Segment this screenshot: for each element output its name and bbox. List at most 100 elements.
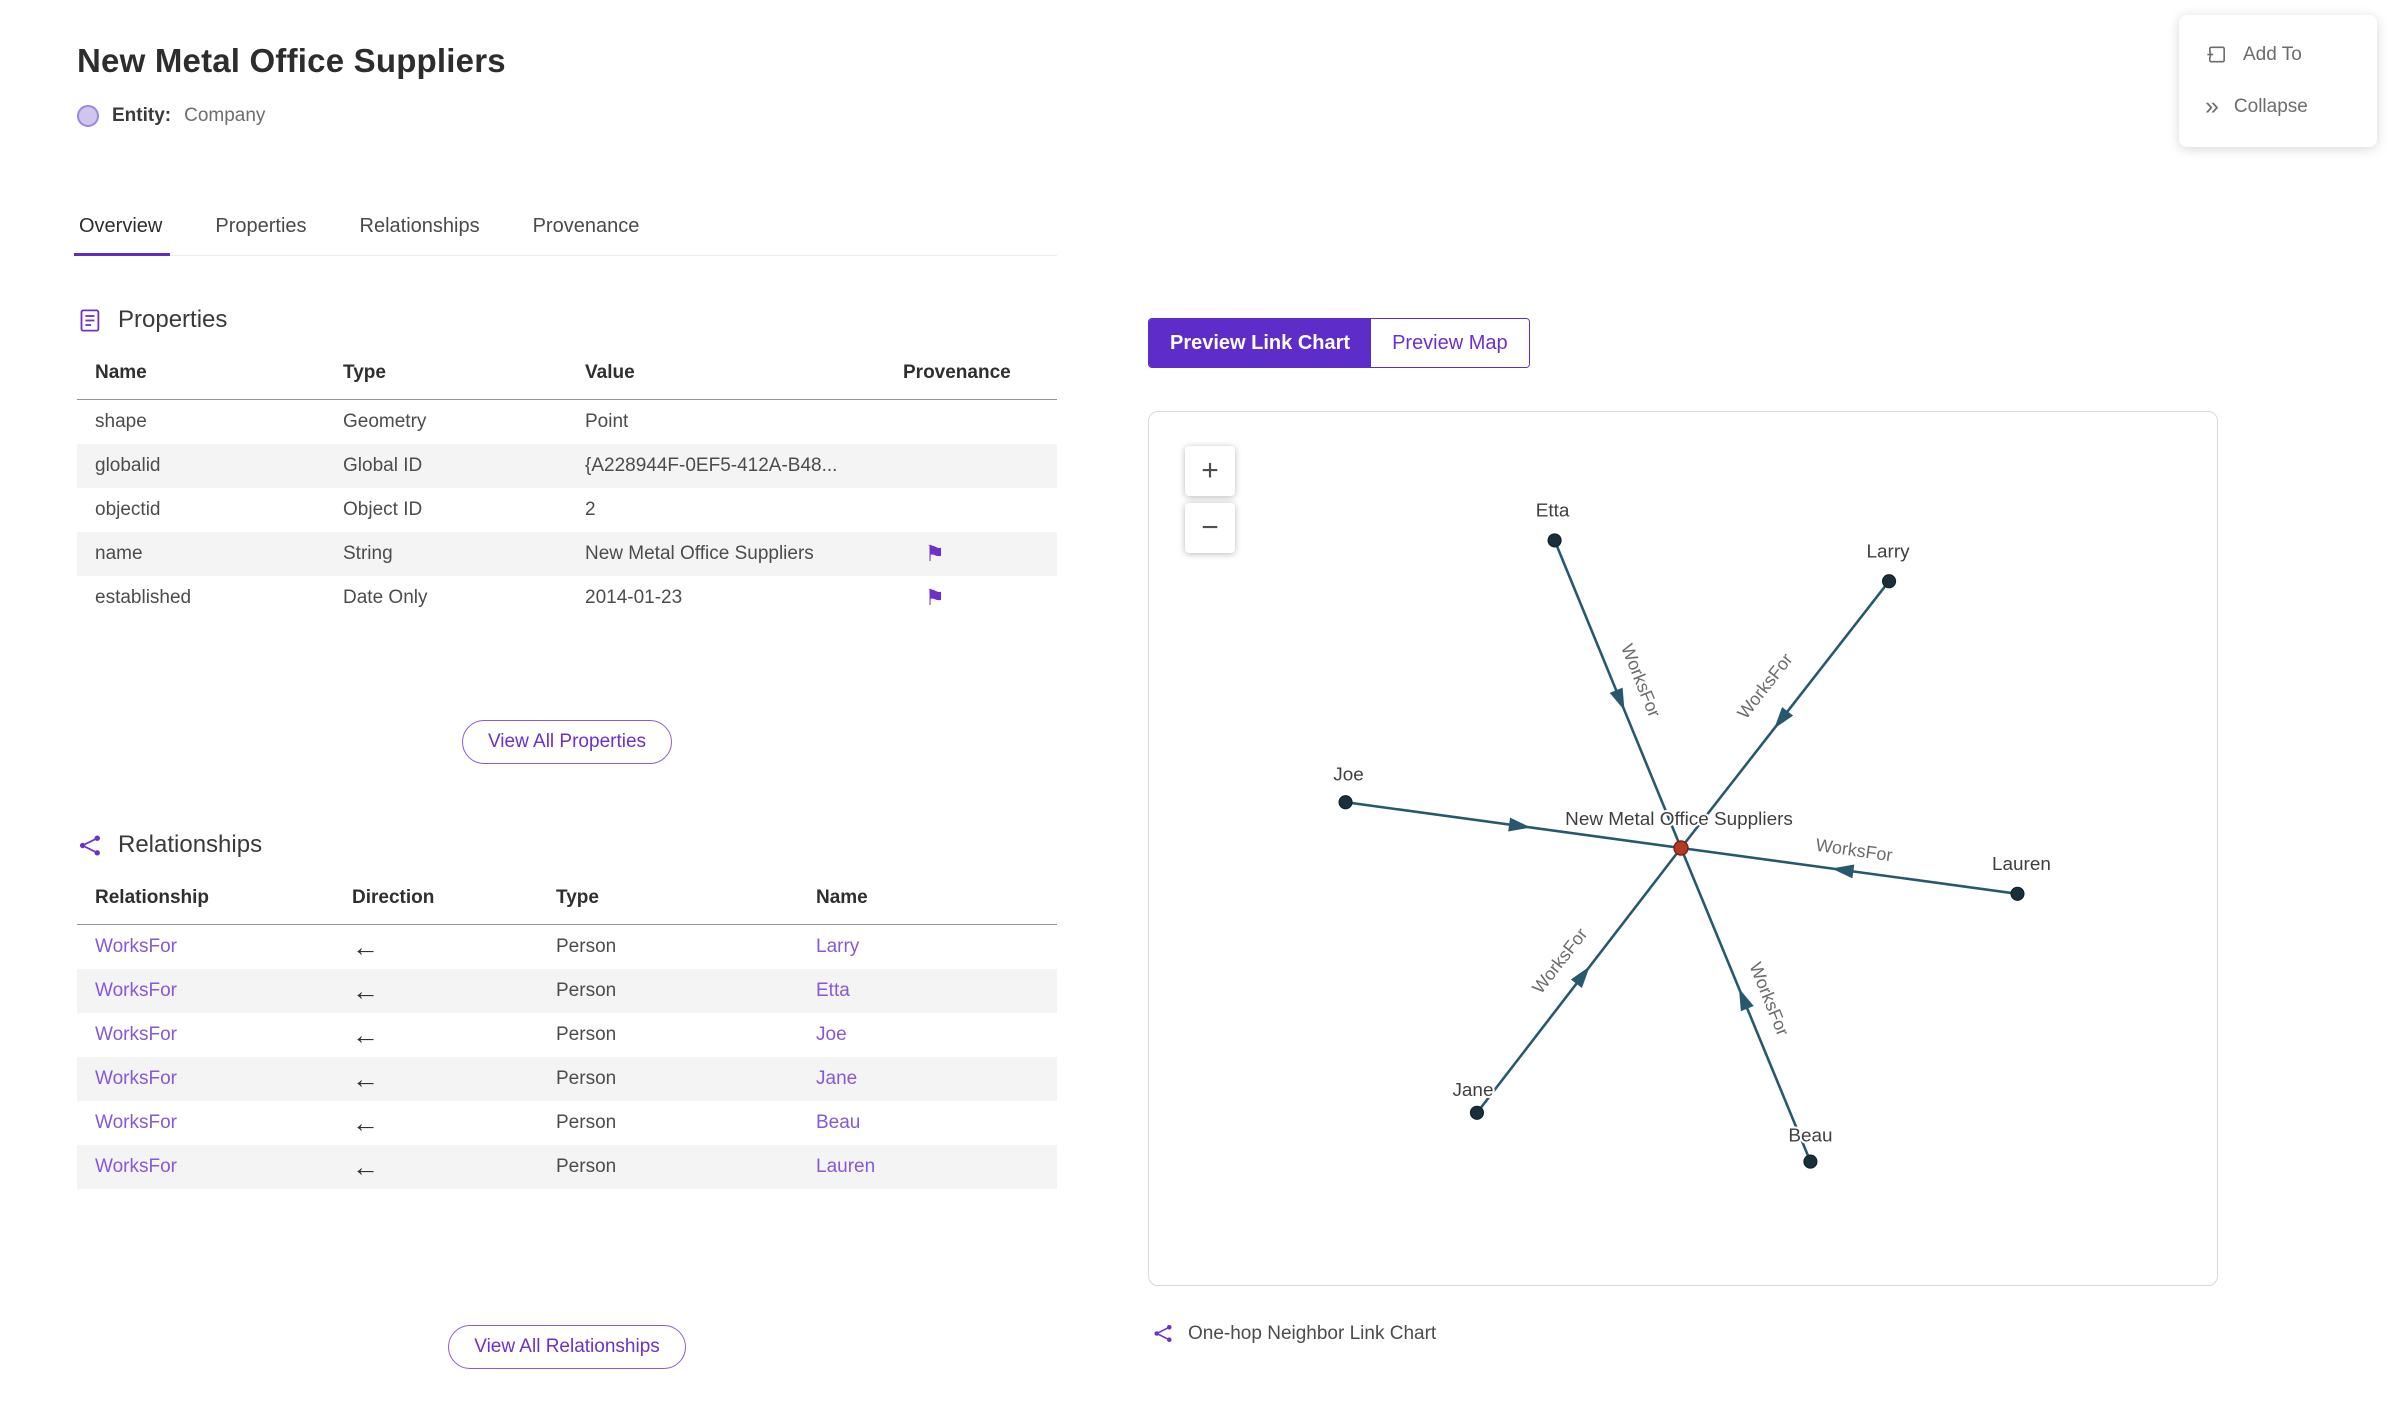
preview-map-tab[interactable]: Preview Map	[1371, 319, 1529, 367]
relationship-link[interactable]: WorksFor	[95, 936, 177, 957]
cell-provenance	[903, 400, 1057, 445]
zoom-in-button[interactable]: +	[1185, 446, 1235, 496]
edge-label: WorksFor	[1745, 959, 1793, 1038]
relationships-body: WorksFor ← Person Larry WorksFor ← Person Etta W…	[77, 925, 1057, 1189]
graph-node[interactable]	[1547, 533, 1562, 548]
graph-node[interactable]	[1881, 574, 1897, 589]
tab-overview[interactable]: Overview	[73, 215, 171, 256]
relationship-link[interactable]: WorksFor	[95, 980, 177, 1001]
related-entity-link[interactable]: Jane	[816, 1068, 858, 1089]
view-all-properties-row: View All Properties	[77, 720, 1057, 764]
collapse-button[interactable]: » Collapse	[2179, 80, 2377, 133]
graph-node[interactable]	[1338, 795, 1353, 810]
center-node[interactable]	[1673, 840, 1689, 856]
actions-menu: Add To » Collapse	[2179, 15, 2377, 147]
table-row: shape Geometry Point	[77, 400, 1057, 445]
cell-property-value: New Metal Office Suppliers	[585, 543, 814, 564]
edge-arrow-icon	[1570, 966, 1590, 989]
cell-property-name: globalid	[95, 455, 161, 476]
edge-arrow-icon	[1609, 687, 1625, 711]
graph-node[interactable]	[2010, 886, 2025, 901]
column-header-name: Name	[816, 877, 1057, 925]
provenance-flag-icon[interactable]: ⚑	[925, 541, 945, 566]
relationships-section-title: Relationships	[118, 831, 263, 858]
cell-direction-left-arrow-icon: ←	[352, 1107, 379, 1138]
tab-provenance[interactable]: Provenance	[532, 215, 640, 237]
cell-property-type: Global ID	[343, 455, 423, 476]
relationships-table: Relationship Direction Type Name WorksFor ← P…	[77, 877, 1057, 1189]
table-row: globalid Global ID {A228944F-0EF5-412A-B48…	[77, 444, 1057, 488]
properties-table: Name Type Value Provenance shape Geometry Poi…	[77, 352, 1057, 620]
cell: WorksFor	[77, 969, 352, 1013]
cell-property-value: Point	[585, 411, 629, 432]
related-entity-link[interactable]: Joe	[816, 1024, 847, 1045]
cell: WorksFor	[77, 1101, 352, 1145]
entity-type-icon	[77, 105, 99, 127]
column-header-name: Name	[77, 352, 343, 400]
add-to-label: Add To	[2243, 43, 2302, 65]
zoom-controls: + −	[1185, 446, 1235, 553]
cell: Joe	[816, 1013, 1057, 1057]
link-chart-icon	[1154, 1324, 1172, 1343]
relationship-link[interactable]: WorksFor	[95, 1112, 177, 1133]
related-entity-link[interactable]: Larry	[816, 936, 860, 957]
cell-direction-left-arrow-icon: ←	[352, 1019, 379, 1050]
column-header-type: Type	[343, 352, 585, 400]
view-all-properties-button[interactable]: View All Properties	[461, 720, 673, 764]
column-header-direction: Direction	[352, 877, 556, 925]
graph-node[interactable]	[1469, 1105, 1485, 1120]
preview-link-chart-tab[interactable]: Preview Link Chart	[1149, 319, 1372, 367]
cell-property-name: objectid	[95, 499, 161, 520]
properties-icon	[80, 308, 100, 332]
table-row: established Date Only 2014-01-23 ⚑	[77, 576, 1057, 620]
preview-toggle: Preview Link Chart Preview Map	[1148, 318, 1530, 368]
add-to-button[interactable]: Add To	[2179, 29, 2377, 80]
table-row: WorksFor ← Person Jane	[77, 1057, 1057, 1101]
table-row: name String New Metal Office Suppliers ⚑	[77, 532, 1057, 576]
cell-provenance: ⚑	[903, 532, 1057, 576]
tab-relationships[interactable]: Relationships	[359, 215, 480, 237]
cell: WorksFor	[77, 1013, 352, 1057]
entity-summary-panel: New Metal Office Suppliers Entity: Compa…	[73, 42, 1057, 1369]
node-label: Etta	[1536, 501, 1570, 522]
relationship-link[interactable]: WorksFor	[95, 1068, 177, 1089]
view-all-relationships-button[interactable]: View All Relationships	[448, 1325, 686, 1369]
node-label: Joe	[1333, 764, 1363, 785]
view-all-relationships-row: View All Relationships	[77, 1325, 1057, 1369]
relationship-link[interactable]: WorksFor	[95, 1024, 177, 1045]
cell: Lauren	[816, 1145, 1057, 1189]
properties-header-row: Name Type Value Provenance	[77, 352, 1057, 400]
cell-provenance	[903, 488, 1057, 532]
cell: Jane	[816, 1057, 1057, 1101]
collapse-label: Collapse	[2233, 95, 2308, 117]
entity-value: Company	[184, 105, 266, 126]
cell-direction-left-arrow-icon: ←	[352, 1151, 379, 1182]
tab-properties[interactable]: Properties	[215, 215, 307, 237]
tab-bar: Overview Properties Relationships Proven…	[73, 215, 1057, 256]
properties-body: shape Geometry Point globalid Global ID {A228…	[77, 400, 1057, 621]
cell-property-name: shape	[95, 411, 147, 432]
cell: WorksFor	[77, 1057, 352, 1101]
edge-arrow-icon	[1738, 988, 1754, 1012]
edge-label: WorksFor	[1814, 835, 1893, 866]
cell: Etta	[816, 969, 1057, 1013]
related-entity-link[interactable]: Etta	[816, 980, 850, 1001]
zoom-out-button[interactable]: −	[1185, 503, 1235, 553]
cell-relationship-type: Person	[556, 1024, 617, 1045]
collapse-icon: »	[2205, 92, 2219, 120]
node-label: Lauren	[1992, 854, 2051, 875]
center-node-label: New Metal Office Suppliers	[1565, 809, 1793, 830]
related-entity-link[interactable]: Lauren	[816, 1156, 876, 1177]
cell-relationship-type: Person	[556, 1112, 617, 1133]
cell-property-value: 2	[585, 499, 596, 520]
related-entity-link[interactable]: Beau	[816, 1112, 861, 1133]
cell-direction-left-arrow-icon: ←	[352, 975, 379, 1006]
graph-node[interactable]	[1803, 1154, 1818, 1169]
column-header-value: Value	[585, 352, 903, 400]
relationship-link[interactable]: WorksFor	[95, 1156, 177, 1177]
cell-property-type: String	[343, 543, 393, 564]
relationships-header-row: Relationship Direction Type Name	[77, 877, 1057, 925]
cell-direction-left-arrow-icon: ←	[352, 1063, 379, 1094]
provenance-flag-icon[interactable]: ⚑	[925, 585, 945, 610]
